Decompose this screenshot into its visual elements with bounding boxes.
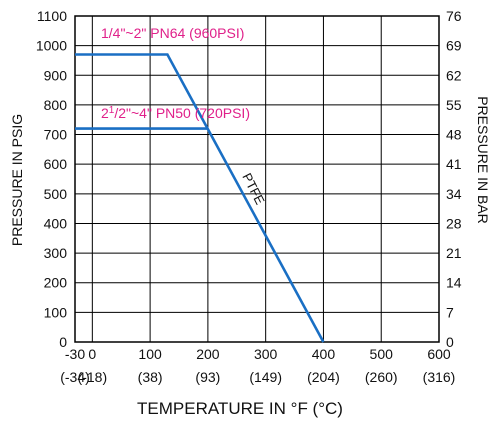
y-tick-label: 900	[44, 67, 68, 83]
x-tick-sublabel: (204)	[307, 369, 340, 385]
y2-tick-label: 28	[446, 215, 462, 231]
y2-tick-label: 14	[446, 275, 462, 291]
y2-tick-label: 21	[446, 245, 462, 261]
y-tick-label: 700	[44, 127, 68, 143]
y-tick-label: 400	[44, 215, 68, 231]
y-tick-labels: 0 100 200 300 400 500 600 700 800 900 1000 1100	[36, 8, 67, 350]
x-tick-sublabel: (93)	[195, 369, 220, 385]
x-tick-label: 100	[138, 346, 162, 362]
y-tick-label: 1100	[37, 8, 67, 24]
y2-tick-label: 62	[446, 67, 462, 83]
x-tick-sublabel: (-34)	[60, 369, 90, 385]
y2-tick-label: 69	[446, 38, 462, 54]
grid	[75, 16, 439, 342]
x-tick-sublabel: (260)	[365, 369, 398, 385]
y-tick-label: 0	[59, 334, 67, 350]
annotation-small-sizes: 1/4"~2" PN64 (960PSI)	[101, 25, 244, 41]
y-tick-label: 100	[44, 304, 68, 320]
x-tick-label: 400	[312, 346, 336, 362]
x-tick-label: -30	[65, 346, 85, 362]
y2-tick-label: 76	[446, 8, 462, 24]
x-tick-sublabel: (38)	[138, 369, 163, 385]
y2-tick-label: 0	[446, 334, 454, 350]
y2-axis-title: PRESSURE IN BAR	[475, 96, 491, 224]
y-tick-label: 200	[44, 275, 68, 291]
series-label-ptfe: PTFE	[239, 171, 268, 208]
x-axis-title: TEMPERATURE IN °F (°C)	[137, 399, 343, 418]
y2-tick-label: 34	[446, 186, 462, 202]
y2-tick-label: 41	[446, 156, 462, 172]
y-tick-label: 800	[44, 97, 68, 113]
y-tick-label: 500	[44, 186, 68, 202]
x-tick-label: 200	[196, 346, 220, 362]
y2-tick-label: 55	[446, 97, 462, 113]
series-group	[75, 53, 325, 343]
x-tick-labels: -30 (-34) 0 (-18) 100 (38) 200 (93) 300 (149) 400 (…	[60, 346, 455, 385]
y2-tick-labels: 0 7 14 21 28 34 41 48 55 62 69 76	[446, 8, 462, 350]
y-axis-title: PRESSURE IN PSIG	[9, 114, 25, 246]
x-tick-sublabel: (316)	[423, 369, 456, 385]
series-line-ptfe	[75, 53, 325, 343]
x-tick-label: 500	[370, 346, 394, 362]
x-tick-label: 0	[88, 346, 96, 362]
x-tick-label: 300	[254, 346, 278, 362]
y-tick-label: 600	[44, 156, 68, 172]
y2-tick-label: 48	[446, 127, 462, 143]
x-tick-sublabel: (149)	[249, 369, 282, 385]
x-tick-sublabel: (-18)	[78, 369, 108, 385]
y2-tick-label: 7	[446, 304, 454, 320]
y-tick-label: 300	[44, 245, 68, 261]
annotation-large-sizes: 21/2"~4" PN50 (720PSI)	[101, 105, 250, 121]
x-tick-label: 600	[427, 346, 451, 362]
plot-frame	[74, 15, 440, 343]
y-tick-label: 1000	[36, 38, 67, 54]
